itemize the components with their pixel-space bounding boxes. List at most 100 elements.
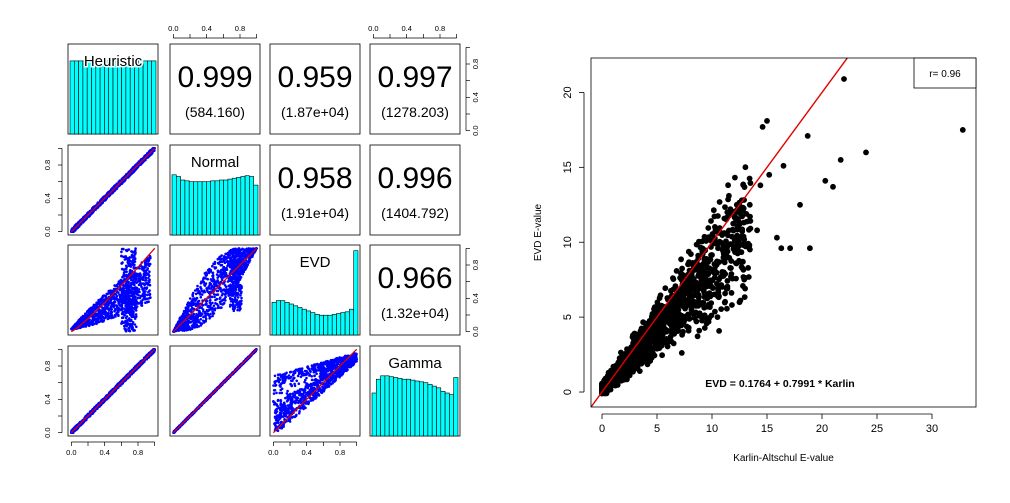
histogram-bar [121,60,127,135]
data-point [134,313,138,316]
data-point [212,304,216,308]
histogram-bar [314,314,320,336]
data-point [203,320,207,323]
data-point [196,291,200,295]
data-point [233,274,237,277]
correlation-value: 0.997 [377,61,452,94]
data-point [223,289,226,292]
data-point [222,298,225,302]
data-point [130,250,133,253]
data-point [216,257,220,261]
data-point [146,293,149,297]
histogram-bar [193,181,199,236]
data-point [237,288,241,292]
data-point [208,267,211,271]
data-point [189,328,192,331]
histogram-bar [151,60,157,135]
histogram-bar [197,181,203,236]
data-point [211,310,214,314]
data-point [132,276,135,279]
data-point [191,298,195,301]
data-point [240,302,243,305]
data-point [224,267,227,270]
data-point [237,277,240,281]
data-point [131,260,134,264]
data-point [104,316,108,319]
data-point [177,320,180,324]
scatter-matrix: Heuristic 0.999(584.160)0.959(1.87e+04)0.… [43,24,480,457]
data-point [128,329,132,333]
data-point [213,267,217,270]
panel-r1-c2: 0.958(1.91e+04) [269,144,361,236]
data-point [104,310,107,314]
test-statistic: (1404.792) [381,205,449,221]
data-point [113,297,117,301]
data-point [137,277,140,281]
data-point [234,291,238,295]
histogram-bar [129,60,135,135]
histogram-bar [227,178,233,236]
data-point [145,300,149,304]
data-point [199,295,203,299]
histogram-bar [240,176,246,236]
data-point [228,284,231,288]
data-point [145,281,148,285]
data-point [222,266,225,269]
data-point [129,311,133,314]
panel-frame [369,43,461,135]
panel-r3-c0 [67,345,159,437]
data-point [216,269,220,273]
data-point [192,319,196,323]
data-point [146,267,149,270]
data-point [112,316,115,319]
data-point [189,320,193,324]
data-point [185,328,188,332]
data-point [230,277,233,280]
histogram-bar [147,60,152,135]
data-point [209,312,212,316]
histogram-bar [206,181,211,236]
data-point [119,304,122,308]
histogram-bar [331,314,337,336]
histogram-bar [244,175,250,236]
panel-frame [269,43,361,135]
data-point [107,311,110,315]
data-point [90,306,94,310]
histogram-bar [125,60,131,135]
histogram-bar [306,310,311,336]
data-point [233,265,237,269]
histogram-bar [171,174,177,236]
histogram-bar [117,60,122,135]
histogram-bar [231,177,237,236]
data-point [224,295,227,299]
data-point [221,292,224,295]
data-point [234,250,237,253]
data-point [124,282,128,286]
data-point [130,319,133,323]
histogram-bar [138,60,144,135]
data-point [188,302,192,305]
histogram-bar [349,308,354,336]
data-point [80,325,83,329]
data-point [121,261,124,264]
data-point [108,290,111,294]
data-point [228,265,232,269]
histogram-bar [112,60,118,135]
data-point [143,293,147,296]
data-point [184,307,188,310]
data-point [128,323,131,326]
data-point [220,257,223,261]
data-point [195,287,199,291]
correlation-value: 0.996 [377,162,452,195]
data-point [111,191,115,194]
histogram-bar [271,301,277,336]
data-point [123,292,127,296]
data-point [239,294,242,297]
data-point [132,266,136,269]
data-point [238,254,241,258]
histogram-bar [336,313,342,336]
data-point [187,309,191,313]
data-point [113,284,116,287]
data-point [120,308,124,312]
data-point [148,256,152,260]
